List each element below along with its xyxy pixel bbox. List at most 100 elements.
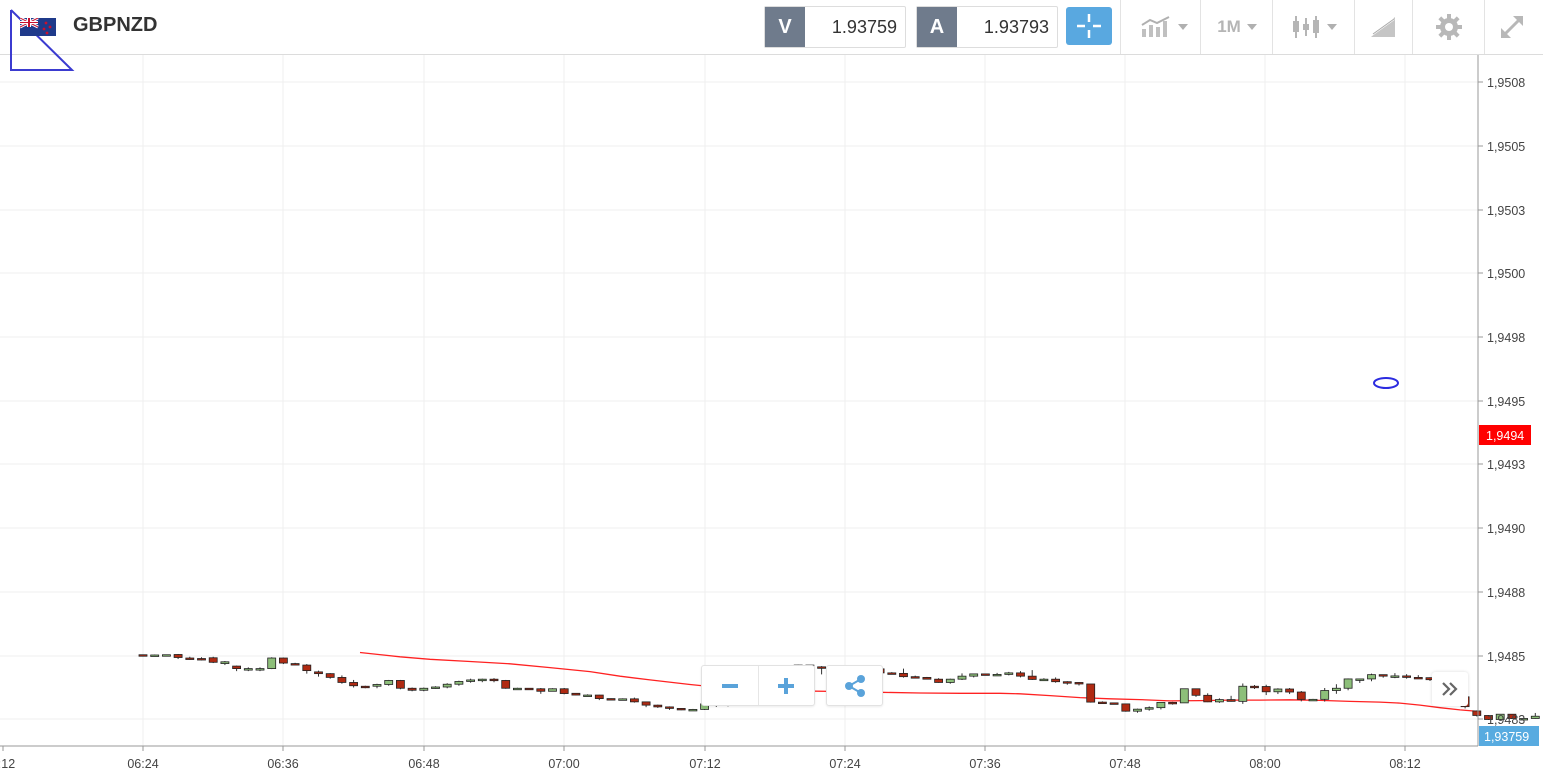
candle xyxy=(1062,681,1072,685)
scroll-to-latest-button[interactable] xyxy=(1432,672,1468,706)
candle xyxy=(1191,688,1201,697)
candle xyxy=(466,678,476,683)
candle xyxy=(150,654,160,657)
candle xyxy=(302,664,312,674)
candle-body xyxy=(243,668,253,671)
candle xyxy=(278,657,288,665)
candle-body xyxy=(1530,715,1540,719)
candle xyxy=(922,676,932,680)
candle-body xyxy=(173,654,183,658)
candle xyxy=(1367,673,1376,682)
candle xyxy=(1273,688,1283,695)
candle-body xyxy=(1343,678,1353,689)
candle-body xyxy=(278,657,288,664)
price-tick-label: 1,9498 xyxy=(1487,331,1525,345)
candle xyxy=(349,679,359,688)
candle xyxy=(431,686,440,689)
share-button[interactable] xyxy=(826,665,883,706)
candle xyxy=(314,670,323,677)
candle-body xyxy=(1519,718,1528,721)
candle-body xyxy=(489,678,499,682)
ask-price[interactable]: A 1.93793 xyxy=(916,6,1058,48)
candle-body xyxy=(360,685,370,689)
candle xyxy=(1133,708,1142,713)
candle-body xyxy=(524,687,534,691)
time-tick-label: 07:36 xyxy=(969,757,1000,771)
candle xyxy=(1402,674,1411,679)
ma-price-tag xyxy=(1479,425,1531,445)
crosshair-button[interactable] xyxy=(1066,7,1112,45)
zoom-controls xyxy=(701,665,815,706)
candle-body xyxy=(138,654,148,657)
candle xyxy=(606,698,616,701)
candle-body xyxy=(442,683,452,688)
candle-body xyxy=(992,673,1002,677)
candle xyxy=(1519,717,1528,721)
candle-body xyxy=(185,657,195,660)
price-tick-label: 1,9490 xyxy=(1487,522,1525,536)
candle-body xyxy=(454,681,464,685)
candle xyxy=(1320,688,1330,702)
bid-price[interactable]: V 1.93759 xyxy=(764,6,906,48)
candle xyxy=(899,668,908,678)
drawing-tools-icon xyxy=(1371,17,1395,37)
candle xyxy=(197,657,206,661)
candle xyxy=(1332,684,1341,694)
time-tick-label: 07:24 xyxy=(829,757,860,771)
zoom-in-button[interactable] xyxy=(757,666,815,705)
last-price-label: 1,93759 xyxy=(1484,730,1529,744)
candle-body xyxy=(641,701,651,706)
candle-body xyxy=(981,673,990,676)
candle-body xyxy=(1109,702,1119,705)
candle xyxy=(910,675,920,679)
drawing-tools-button[interactable] xyxy=(1356,0,1410,54)
indicators-button[interactable] xyxy=(1128,0,1200,54)
timeframe-select[interactable]: 1M xyxy=(1204,0,1270,54)
candle xyxy=(360,685,370,689)
corner-marker-icon xyxy=(10,9,75,71)
candle-body xyxy=(1390,675,1400,678)
candle xyxy=(442,683,452,689)
candle-body xyxy=(571,692,581,696)
settings-button[interactable] xyxy=(1414,0,1484,54)
candle xyxy=(161,654,171,657)
instrument-symbol[interactable]: GBPNZD xyxy=(73,14,158,36)
candle-body xyxy=(477,678,487,682)
candle xyxy=(1203,693,1213,703)
last-price-tag xyxy=(1479,726,1539,746)
candle xyxy=(1144,706,1154,711)
candle-body xyxy=(1238,685,1248,702)
candle-body xyxy=(431,686,440,689)
candle xyxy=(232,665,242,672)
axis-labels: 1,9508 1,9505 1,9503 1,9500 1,9498 1,9495 1,94… xyxy=(0,76,1539,771)
fullscreen-button[interactable] xyxy=(1486,0,1538,54)
candle xyxy=(1285,688,1294,695)
candle-body xyxy=(594,694,604,699)
candle-body xyxy=(910,676,920,679)
chart-type-button[interactable] xyxy=(1278,0,1350,54)
candle xyxy=(945,678,955,684)
candle-body xyxy=(466,679,476,682)
marker-ellipse xyxy=(1373,377,1399,389)
candle xyxy=(477,678,487,683)
candle-body xyxy=(395,680,405,689)
gb-nz-flag-icon xyxy=(20,18,56,36)
candle xyxy=(384,679,394,686)
candle-body xyxy=(1285,688,1294,693)
candle xyxy=(1039,678,1049,682)
candle xyxy=(992,672,1002,677)
candle-body xyxy=(630,698,639,703)
candle-body xyxy=(1168,701,1177,705)
zoom-out-button[interactable] xyxy=(702,666,758,705)
candle xyxy=(1238,683,1248,704)
candle xyxy=(1413,675,1423,680)
timeframe-label: 1M xyxy=(1217,17,1241,36)
candle-body xyxy=(1308,698,1318,702)
candle xyxy=(255,667,265,672)
candle xyxy=(641,701,651,708)
price-tick-label: 1,9505 xyxy=(1487,140,1525,154)
price-tick-label: 1,9488 xyxy=(1487,586,1525,600)
candle-body xyxy=(220,661,230,664)
candle-body xyxy=(1226,699,1236,702)
